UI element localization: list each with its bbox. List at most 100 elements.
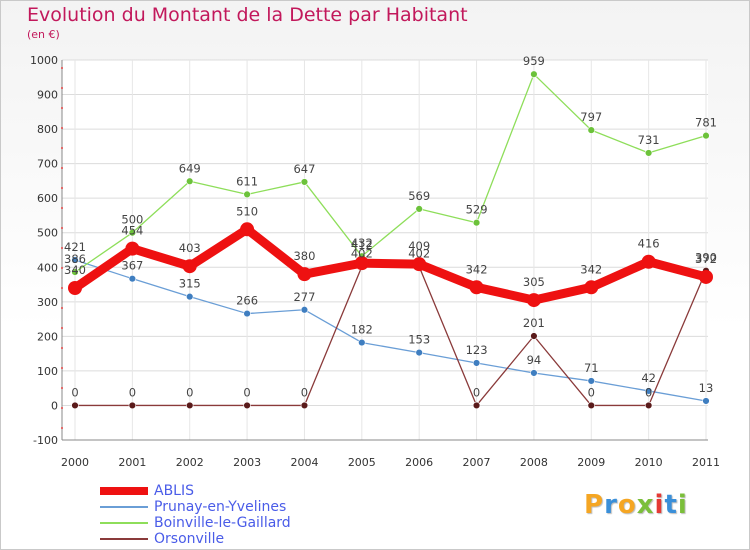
x-tick-label: 2002 — [176, 456, 204, 469]
x-tick-label: 2008 — [520, 456, 548, 469]
data-point — [472, 359, 481, 367]
axis-marker — [61, 127, 63, 129]
axis-marker — [61, 67, 63, 69]
legend-label: ABLIS — [154, 483, 194, 499]
plot-area — [62, 60, 708, 440]
y-tick-label: -100 — [33, 434, 58, 447]
data-point — [68, 281, 82, 295]
data-point — [128, 229, 137, 237]
data-label: 0 — [588, 385, 595, 399]
data-point — [128, 401, 137, 410]
data-label: 305 — [523, 275, 545, 289]
data-point — [472, 401, 481, 410]
y-tick-label: 200 — [37, 330, 58, 343]
data-label: 0 — [645, 385, 652, 399]
data-label: 0 — [186, 385, 193, 399]
data-label: 402 — [351, 247, 373, 261]
axis-marker — [61, 287, 63, 289]
axis-marker — [61, 167, 63, 169]
data-label: 0 — [243, 385, 250, 399]
axis-marker — [61, 207, 63, 209]
data-label: 454 — [121, 224, 143, 238]
data-point — [584, 280, 599, 295]
axis-marker — [61, 147, 63, 149]
data-label: 500 — [121, 213, 143, 227]
data-point — [587, 377, 595, 385]
axis-marker — [61, 387, 63, 389]
y-tick-label: 300 — [37, 296, 58, 309]
data-point — [415, 348, 423, 357]
x-tick-label: 2000 — [61, 456, 89, 469]
data-label: 13 — [699, 381, 714, 395]
series-line-prunay-en-yvelines — [74, 259, 707, 402]
data-label: 266 — [236, 294, 258, 308]
data-point — [358, 338, 366, 347]
data-label: 432 — [351, 236, 373, 250]
legend-item: Prunay-en-Yvelines — [100, 499, 286, 515]
data-label: 421 — [64, 240, 86, 254]
data-label: 409 — [408, 239, 430, 253]
data-point — [243, 309, 251, 318]
data-label: 781 — [695, 116, 717, 130]
legend-swatch — [100, 538, 148, 540]
data-point — [472, 219, 481, 227]
data-label: 416 — [638, 237, 660, 251]
data-point — [186, 292, 194, 301]
legend-item: Orsonville — [100, 531, 224, 547]
y-tick-label: 800 — [37, 123, 58, 136]
data-label: 123 — [466, 343, 488, 357]
data-label: 647 — [293, 162, 315, 176]
data-point — [644, 387, 653, 395]
data-point — [300, 306, 309, 314]
data-label: 403 — [179, 241, 201, 255]
data-label: 390 — [695, 251, 717, 265]
x-tick-label: 2004 — [290, 456, 318, 469]
axis-marker — [61, 327, 63, 329]
data-point — [644, 149, 653, 157]
y-tick-label: 700 — [37, 158, 58, 171]
proxiti-logo: Proxiti — [584, 490, 688, 520]
data-point — [530, 332, 538, 340]
data-point — [240, 222, 255, 237]
data-point — [469, 280, 484, 295]
data-point — [243, 401, 251, 410]
data-point — [128, 274, 137, 283]
data-label: 42 — [641, 371, 656, 385]
data-point — [125, 241, 140, 256]
series-line-boinville-le-gaillard — [74, 73, 707, 273]
data-label: 731 — [638, 133, 660, 147]
legend-item: Boinville-le-Gaillard — [100, 515, 291, 531]
data-point — [71, 401, 79, 410]
legend-swatch — [100, 506, 148, 508]
axis-marker — [61, 407, 63, 409]
data-point — [587, 126, 595, 134]
legend-label: Prunay-en-Yvelines — [154, 499, 287, 515]
y-tick-label: 1000 — [30, 54, 58, 67]
data-label: 153 — [408, 333, 430, 347]
y-tick-label: 500 — [37, 227, 58, 240]
data-label: 201 — [523, 316, 545, 330]
data-point — [71, 256, 79, 264]
x-tick-label: 2006 — [405, 456, 433, 469]
legend-label: Boinville-le-Gaillard — [154, 515, 291, 531]
data-point — [300, 401, 309, 410]
data-label: 340 — [64, 263, 86, 277]
x-tick-label: 2007 — [463, 456, 491, 469]
data-label: 0 — [473, 385, 480, 399]
data-label: 510 — [236, 204, 258, 218]
data-label: 380 — [293, 249, 315, 263]
chart-title: Evolution du Montant de la Dette par Hab… — [27, 4, 468, 26]
data-label: 402 — [408, 247, 430, 261]
axis-marker — [61, 187, 63, 189]
y-tick-label: 0 — [51, 399, 58, 412]
x-tick-label: 2011 — [692, 456, 720, 469]
data-point — [702, 131, 710, 140]
data-point — [641, 254, 656, 269]
data-label: 367 — [121, 259, 143, 273]
axis-marker — [61, 427, 63, 429]
data-point — [186, 401, 194, 410]
data-point — [530, 369, 538, 377]
data-point — [354, 256, 369, 271]
axis-marker — [61, 347, 63, 349]
axis-marker — [61, 267, 63, 269]
